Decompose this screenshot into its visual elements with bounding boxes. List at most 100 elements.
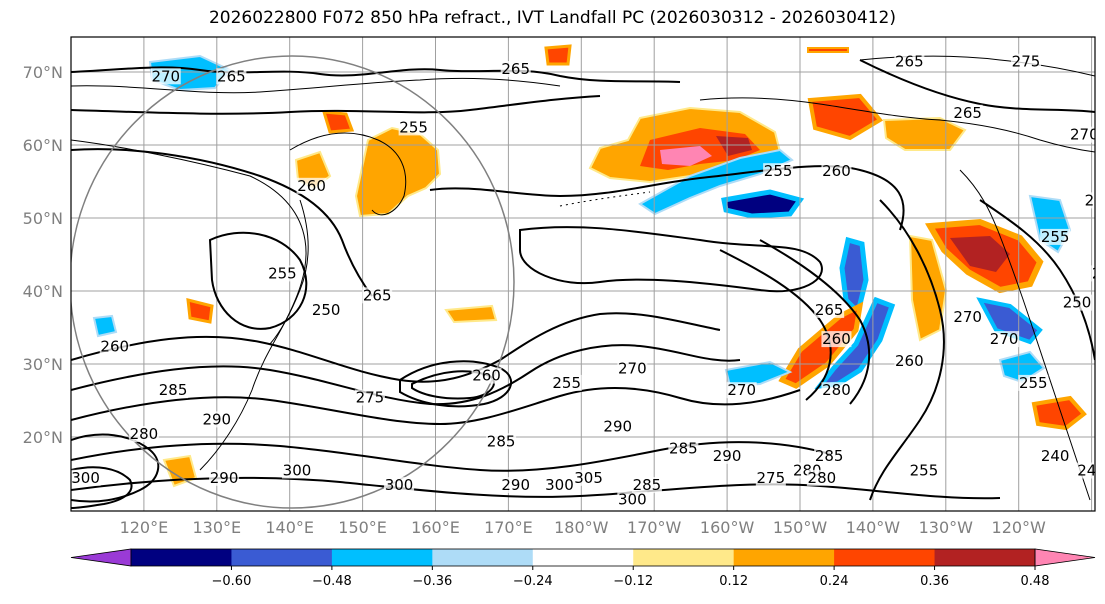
contour-label: 255 — [910, 462, 939, 480]
contour-label-bg — [763, 163, 794, 180]
contour-label-bg — [1010, 53, 1041, 70]
contour-label: 300 — [283, 462, 312, 480]
contour-label-bg — [267, 265, 298, 282]
colorbar-tick-label: −0.36 — [412, 574, 452, 589]
contour-label: 300 — [385, 476, 414, 494]
contour-label: 300 — [545, 476, 574, 494]
shading-layer — [92, 44, 1087, 488]
contour-label: 290 — [202, 410, 231, 428]
map-layers: 270 265 255 260 265 265 275 265 270 255 260 260 255 2… — [71, 37, 1105, 511]
contour-label: 260 — [822, 330, 851, 348]
contour-label: 260 — [1085, 191, 1105, 209]
contour-label-bg — [471, 367, 502, 384]
longitude-label: 140°W — [846, 518, 901, 537]
contour-label: 285 — [633, 476, 662, 494]
shade-orange-japan — [186, 298, 214, 324]
latitude-label: 50°N — [23, 209, 63, 228]
map-title: 2026022800 F072 850 hPa refract., IVT La… — [208, 8, 896, 28]
contour-label-bg — [989, 331, 1020, 348]
contour-label-bg — [617, 360, 648, 377]
contour-label: 255 — [764, 162, 793, 180]
colorbar-segment — [131, 549, 232, 566]
contour-label: 255 — [399, 118, 428, 136]
colorbar-segment — [231, 549, 333, 566]
coastline-siberia — [71, 77, 561, 94]
contour-label-bg — [486, 433, 517, 450]
contour-label: 275 — [1012, 53, 1041, 71]
contour-sw-cluster-1 — [71, 433, 160, 503]
shade-darkred-pnw — [950, 236, 1010, 272]
colorbar-tick-label: 0.48 — [1021, 574, 1050, 589]
latitude-label: 70°N — [23, 63, 63, 82]
contour-label: 265 — [217, 67, 246, 85]
contour-label: 280 — [822, 381, 851, 399]
contour-label: 285 — [669, 440, 698, 458]
contour-label-bg — [500, 61, 531, 77]
colorbar-tick-label: 0.12 — [719, 574, 748, 589]
contour-label: 300 — [71, 469, 100, 487]
contour-label: 260 — [822, 162, 851, 180]
coastline-alaska — [699, 97, 1095, 153]
contour-label: 305 — [574, 469, 603, 487]
contour-label-bg — [668, 440, 699, 457]
longitude-label: 130°E — [192, 518, 241, 537]
shade-orange-gulf — [807, 93, 884, 141]
shade-pink-bering — [660, 146, 712, 166]
shade-orange-kamchatka-small — [321, 110, 355, 134]
colorbar-segment — [331, 549, 433, 566]
contour-label: 270 — [990, 330, 1019, 348]
colorbar-segment — [532, 549, 634, 566]
latitude-label: 20°N — [23, 428, 63, 447]
longitude-label: 120°E — [120, 518, 169, 537]
contour-label-bg — [209, 469, 240, 486]
contour-label: 245 — [1077, 462, 1105, 480]
colorbar-tick-label: −0.24 — [513, 574, 553, 589]
contour-label-bg — [602, 418, 633, 435]
contour-label-bg — [952, 309, 983, 326]
contour-label-bg — [150, 68, 181, 85]
shade-orange-bar-top — [807, 47, 849, 53]
longitude-label: 120°W — [992, 518, 1047, 537]
contour-label-bg — [712, 447, 743, 464]
contour-label-bg — [814, 447, 845, 464]
coastline-layer — [71, 55, 1095, 501]
colorbar-tick-label: 0.36 — [920, 574, 949, 589]
shade-orange-mid — [544, 44, 572, 66]
colorbar: −0.60 −0.48 −0.36 −0.24 −0.12 0.12 0.24 0.36 0.4… — [70, 548, 1096, 589]
contour-label-bg — [755, 469, 786, 486]
contour-label-bg — [821, 331, 852, 348]
contour-label-bg — [1069, 126, 1095, 143]
latitude-label: 60°N — [23, 136, 63, 155]
longitude-label: 180°W — [554, 518, 609, 537]
contour-east-2 — [869, 199, 945, 501]
colorbar-extend-low — [70, 548, 132, 567]
longitude-label: 140°E — [265, 518, 314, 537]
contour-270-north — [71, 66, 681, 83]
contour-label: 270 — [1070, 126, 1099, 144]
colorbar-segment — [633, 549, 735, 566]
contour-label: 255 — [268, 264, 297, 282]
contour-label: 240 — [1041, 447, 1070, 465]
colorbar-tick-label: 0.24 — [820, 574, 849, 589]
contour-label-bg — [1018, 374, 1049, 391]
contour-label: 265 — [501, 60, 530, 78]
contour-label-bg — [128, 426, 159, 442]
contour-label: 255 — [552, 374, 581, 392]
contour-label-bg — [1062, 294, 1093, 311]
contour-label: 260 — [100, 337, 129, 355]
contour-label-bg — [1040, 447, 1071, 464]
contour-label: 285 — [815, 447, 844, 465]
contour-label-bg — [362, 287, 393, 304]
contour-label: 280 — [130, 425, 159, 443]
longitude-labels: 120°E 130°E 140°E 150°E 160°E 170°E 180°W 170°W… — [120, 518, 1046, 537]
contour-jet-2 — [71, 344, 741, 406]
contour-265-north — [71, 95, 601, 115]
contour-label-bg — [806, 469, 837, 486]
colorbar-tick-label: −0.48 — [312, 574, 352, 589]
contour-label-bg — [354, 389, 385, 406]
longitude-label: 160°E — [411, 518, 460, 537]
contour-label-bg — [384, 477, 415, 494]
contour-east-3 — [979, 199, 1095, 361]
contour-label: 285 — [487, 432, 516, 450]
